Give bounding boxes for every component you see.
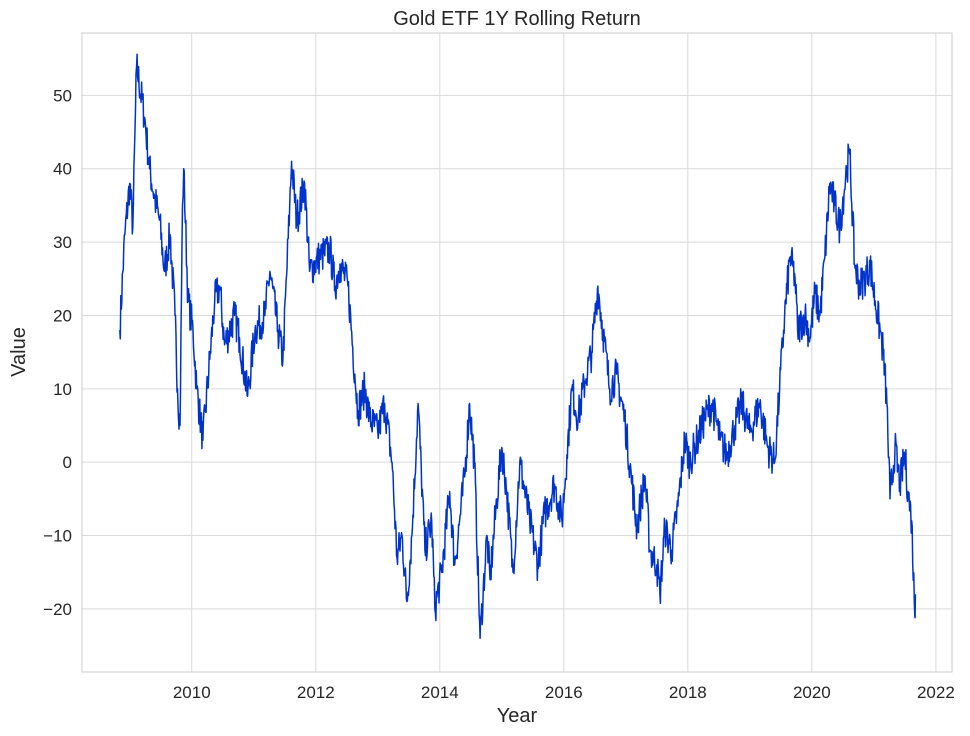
x-tick-label: 2014 [421,683,459,702]
x-tick-label: 2022 [917,683,955,702]
y-tick-label: 50 [53,86,72,105]
x-tick-labels: 2010 2012 2014 2016 2018 2020 2022 [173,683,955,702]
x-tick-label: 2018 [669,683,707,702]
y-axis-label: Value [8,327,30,377]
y-tick-label: 40 [53,160,72,179]
y-tick-label: −10 [43,527,72,546]
series-line [119,53,917,640]
y-tick-label: 30 [53,233,72,252]
x-tick-label: 2012 [297,683,335,702]
y-tick-labels: −20 −10 0 10 20 30 40 50 [43,86,72,619]
y-tick-label: 20 [53,306,72,325]
y-tick-label: 0 [63,453,72,472]
y-tick-label: −20 [43,600,72,619]
grid [82,33,952,672]
x-axis-label: Year [497,705,538,727]
x-tick-label: 2016 [545,683,583,702]
plot-frame [81,32,953,673]
chart-title: Gold ETF 1Y Rolling Return [393,8,641,30]
x-tick-label: 2020 [793,683,831,702]
x-tick-label: 2010 [173,683,211,702]
y-tick-label: 10 [53,380,72,399]
